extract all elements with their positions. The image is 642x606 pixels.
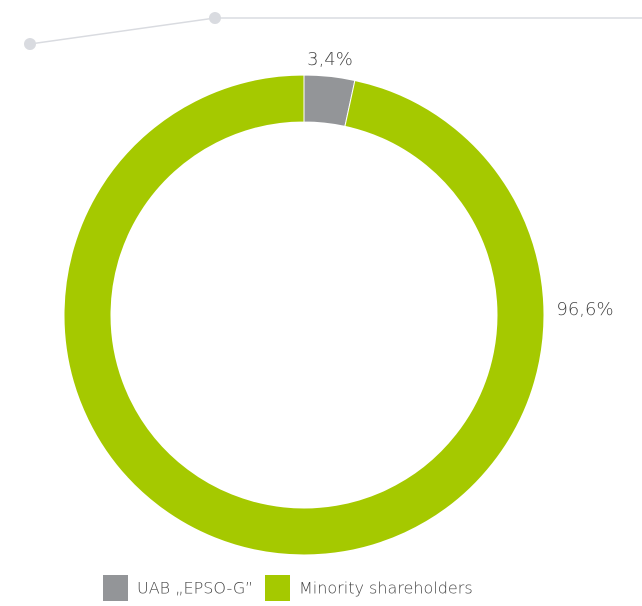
decor-dot: [209, 12, 221, 24]
legend-swatch: [265, 575, 290, 601]
decoration: [24, 12, 642, 50]
legend-label: Minority shareholders: [299, 579, 473, 598]
value-label: 96,6%: [556, 299, 613, 320]
legend-swatch: [103, 575, 128, 601]
decor-dot: [24, 38, 36, 50]
decor-line: [29, 17, 642, 45]
slice: [63, 74, 545, 556]
value-label: 3,4%: [307, 49, 353, 70]
legend-label: UAB „EPSO-G”: [137, 579, 253, 598]
